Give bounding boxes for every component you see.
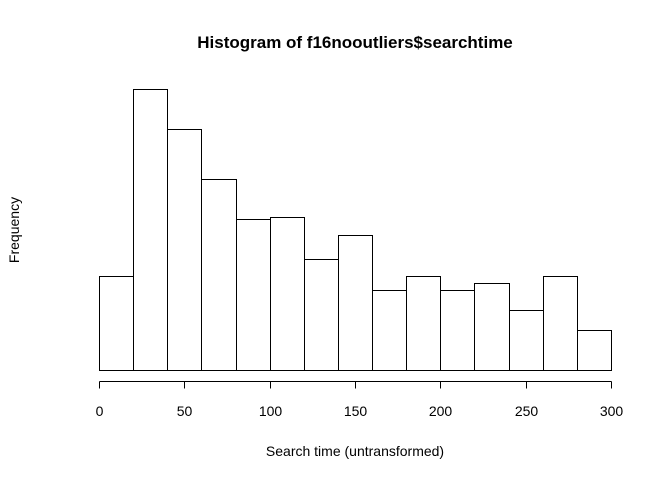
x-tick-label: 300 [600,403,624,419]
x-tick-label: 150 [344,403,368,419]
bars-group [99,89,612,371]
x-axis-label: Search time (untransformed) [266,443,444,459]
histogram-bar [236,219,271,371]
histogram-bar [577,330,612,371]
x-tick-label: 50 [177,403,193,419]
histogram-bar [474,283,510,371]
histogram-bar [201,179,237,371]
histogram-bar [372,290,407,371]
histogram-bar [509,310,544,371]
histogram-bar [338,235,373,371]
histogram-bar [99,276,134,371]
histogram-bar [543,276,578,371]
histogram-bar [304,259,339,371]
histogram-bar [440,290,475,371]
histogram-bar [270,217,305,371]
x-tick-label: 250 [515,403,539,419]
x-tick-label: 200 [429,403,453,419]
histogram-bar [133,89,168,371]
x-axis: 0 50 100 150 200 250 300 [96,381,624,419]
y-axis-label: Frequency [6,197,22,263]
x-tick-label: 100 [259,403,283,419]
histogram-bar [406,276,441,371]
chart-title: Histogram of f16nooutliers$searchtime [197,33,513,52]
histogram-bar [167,129,202,371]
x-tick-label: 0 [96,403,104,419]
